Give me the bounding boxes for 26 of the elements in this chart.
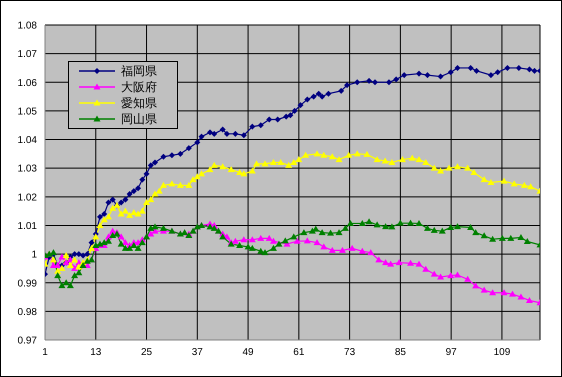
y-tick-label: 1.06 — [18, 78, 38, 89]
legend-label: 愛知県 — [121, 94, 157, 112]
x-tick-label: 85 — [394, 347, 406, 358]
legend-label: 岡山県 — [121, 110, 157, 128]
x-tick-label: 61 — [293, 347, 305, 358]
legend-label: 大阪府 — [121, 78, 157, 96]
x-tick-label: 109 — [494, 347, 511, 358]
x-tick-label: 1 — [42, 347, 48, 358]
y-tick-label: 1.08 — [18, 20, 38, 32]
y-tick-label: 0.98 — [18, 306, 38, 318]
y-tick-label: 1.04 — [18, 135, 38, 146]
x-tick-label: 37 — [192, 347, 204, 358]
legend-label: 福岡県 — [121, 62, 157, 80]
y-tick-label: 1.07 — [18, 49, 38, 60]
y-tick-label: 0.99 — [18, 278, 38, 290]
x-tick-label: 73 — [344, 347, 356, 358]
y-tick-label: 1.03 — [18, 164, 38, 175]
y-tick-label: 1 — [31, 250, 38, 261]
y-tick-label: 1.01 — [18, 221, 38, 232]
x-tick-label: 13 — [90, 347, 102, 358]
x-tick-label: 49 — [242, 347, 254, 358]
y-tick-label: 1.02 — [18, 192, 38, 204]
y-tick-label: 1.05 — [18, 106, 38, 118]
x-tick-label: 25 — [140, 347, 153, 358]
x-tick-label: 97 — [446, 347, 458, 358]
y-tick-label: 0.97 — [18, 336, 38, 347]
